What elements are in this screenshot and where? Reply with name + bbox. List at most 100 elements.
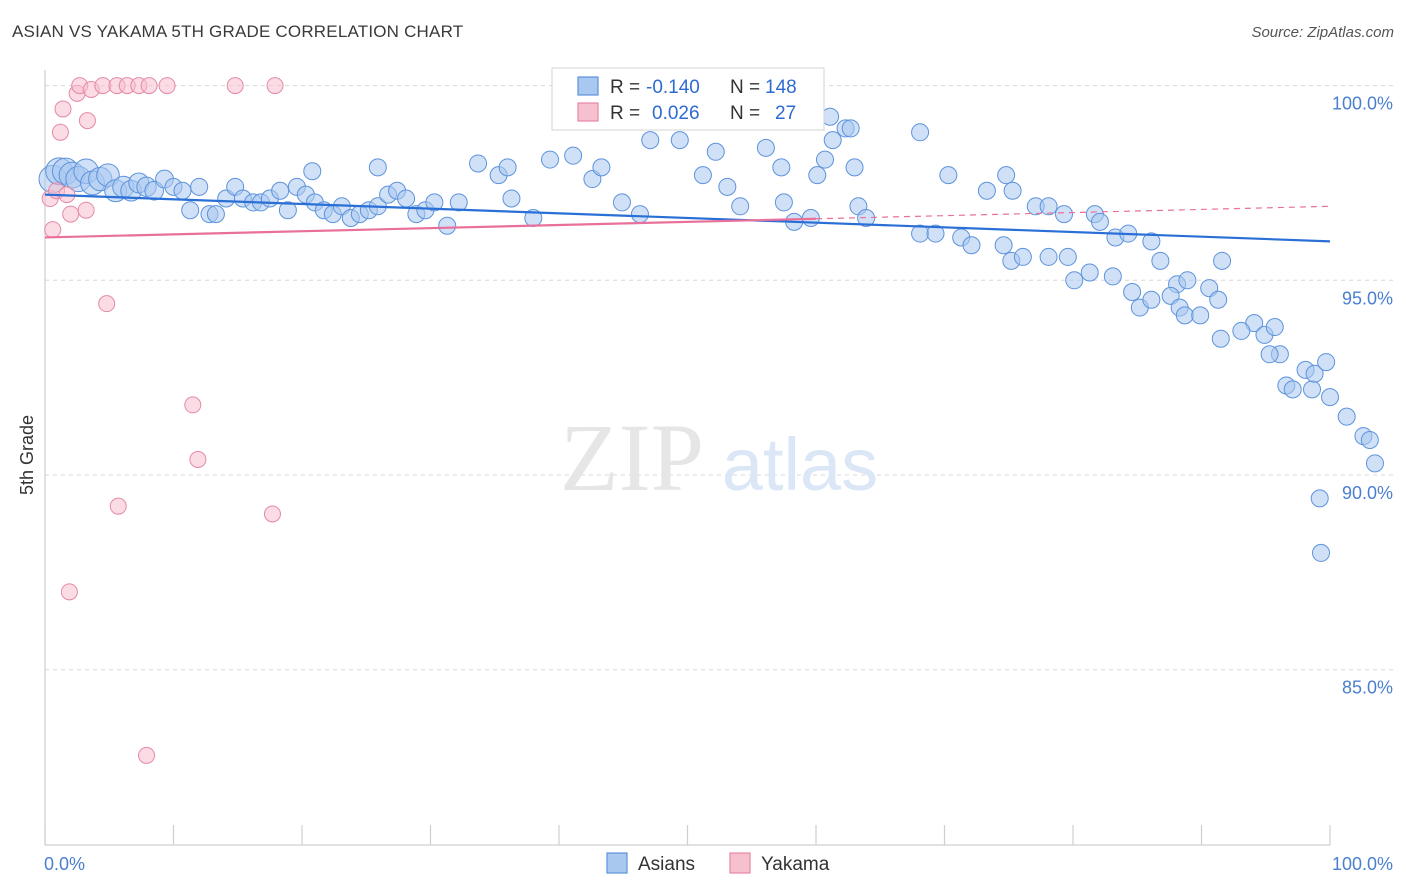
- asians-point: [425, 193, 444, 212]
- asians-point: [1312, 543, 1331, 562]
- asians-point: [670, 131, 689, 150]
- asians-point: [845, 158, 864, 177]
- asians-point: [1080, 263, 1099, 282]
- asians-point: [977, 181, 996, 200]
- legend-yakama-r-label: R =: [610, 103, 640, 124]
- y-axis-label: 5th Grade: [17, 415, 37, 495]
- asians-point: [1321, 388, 1339, 407]
- asians-point: [772, 158, 791, 177]
- asians-point: [641, 131, 660, 150]
- asians-point: [1209, 290, 1228, 309]
- asians-point: [438, 216, 457, 235]
- yakama-point: [226, 77, 244, 95]
- bottom-legend-swatch-asians: [606, 852, 628, 874]
- asians-point: [1305, 364, 1324, 383]
- legend-asians-n-label: N =: [730, 77, 760, 98]
- bottom-legend-swatch-yakama: [729, 852, 751, 874]
- asians-point: [1039, 247, 1058, 266]
- asians-point: [498, 158, 517, 177]
- yakama-point: [60, 583, 78, 601]
- asians-point: [173, 181, 192, 200]
- asians-point: [815, 150, 834, 169]
- asians-point: [1142, 232, 1161, 251]
- asians-point: [693, 166, 712, 185]
- asians-point: [1310, 489, 1329, 508]
- yakama-point: [54, 100, 72, 118]
- asians-point: [1151, 251, 1170, 270]
- asians-point: [469, 154, 488, 173]
- legend-asians-r-value: -0.140: [646, 77, 700, 98]
- asians-point: [206, 205, 225, 224]
- yakama-point: [51, 123, 69, 141]
- legend-swatch-yakama: [577, 102, 599, 122]
- asians-point: [994, 236, 1013, 255]
- watermark: ZIP atlas: [560, 404, 878, 511]
- x-tick-labels: 0.0% 100.0%: [44, 854, 1393, 874]
- asians-point: [962, 236, 981, 255]
- trend-lines: [44, 193, 1331, 243]
- asians-point: [303, 162, 322, 181]
- asians-point: [774, 193, 793, 212]
- asians-point: [397, 189, 416, 208]
- yakama-point: [158, 77, 176, 95]
- yakama-point: [78, 112, 96, 130]
- bottom-legend-yakama: Yakama: [761, 854, 830, 875]
- asians-point: [592, 158, 611, 177]
- legend-swatch-asians: [577, 76, 599, 96]
- asians-point: [926, 224, 945, 243]
- x-tick-label: 0.0%: [44, 854, 85, 874]
- legend-asians-r-label: R =: [610, 77, 640, 98]
- asians-point: [939, 166, 958, 185]
- yakama-point: [44, 221, 62, 239]
- legend-yakama-n-label: N =: [730, 103, 760, 124]
- asians-point: [1065, 271, 1084, 290]
- asians-point: [1039, 197, 1058, 216]
- asians-point: [808, 166, 827, 185]
- y-tick-label: 100.0%: [1332, 94, 1393, 114]
- bottom-legend-asians: Asians: [638, 854, 695, 875]
- asians-trend-line: [44, 193, 1331, 243]
- asians-point: [278, 201, 297, 220]
- legend-yakama-r-value: 0.026: [652, 103, 700, 124]
- asians-point: [857, 208, 876, 227]
- yakama-point: [184, 396, 202, 414]
- y-tick-label: 85.0%: [1342, 678, 1393, 698]
- asians-point: [1058, 247, 1077, 266]
- asians-point: [1365, 454, 1384, 473]
- yakama-point: [189, 450, 207, 468]
- asians-point: [706, 142, 725, 161]
- legend-yakama-n-value: 27: [775, 103, 796, 124]
- yakama-trend-extension: [815, 205, 1331, 220]
- yakama-point: [62, 205, 80, 223]
- yakama-point: [263, 505, 281, 523]
- chart-source: Source: ZipAtlas.com: [1251, 24, 1394, 41]
- asians-point: [1175, 306, 1194, 325]
- asians-point: [612, 193, 631, 212]
- asians-point: [564, 146, 583, 165]
- yakama-point: [98, 295, 116, 313]
- asians-point: [718, 177, 737, 196]
- asians-point: [1178, 271, 1197, 290]
- asians-point: [1090, 212, 1109, 231]
- asians-point: [756, 138, 775, 157]
- yakama-trend-line: [44, 217, 817, 239]
- yakama-point: [94, 77, 112, 95]
- asians-point: [368, 158, 387, 177]
- asians-point: [190, 177, 209, 196]
- asians-point: [1232, 321, 1251, 340]
- asians-point: [911, 123, 930, 142]
- x-tick-label: 100.0%: [1332, 854, 1393, 874]
- y-tick-label: 90.0%: [1342, 483, 1393, 503]
- series-legend: Asians Yakama: [606, 852, 830, 875]
- asians-point: [823, 131, 842, 150]
- asians-point: [1337, 407, 1356, 426]
- asians-point: [1123, 282, 1142, 301]
- watermark-zip: ZIP: [560, 404, 704, 511]
- series-yakama: [41, 77, 284, 764]
- asians-point: [1317, 353, 1336, 372]
- asians-point: [1283, 380, 1302, 399]
- y-tick-label: 95.0%: [1342, 288, 1393, 308]
- asians-point: [630, 205, 649, 224]
- asians-point: [1360, 430, 1379, 449]
